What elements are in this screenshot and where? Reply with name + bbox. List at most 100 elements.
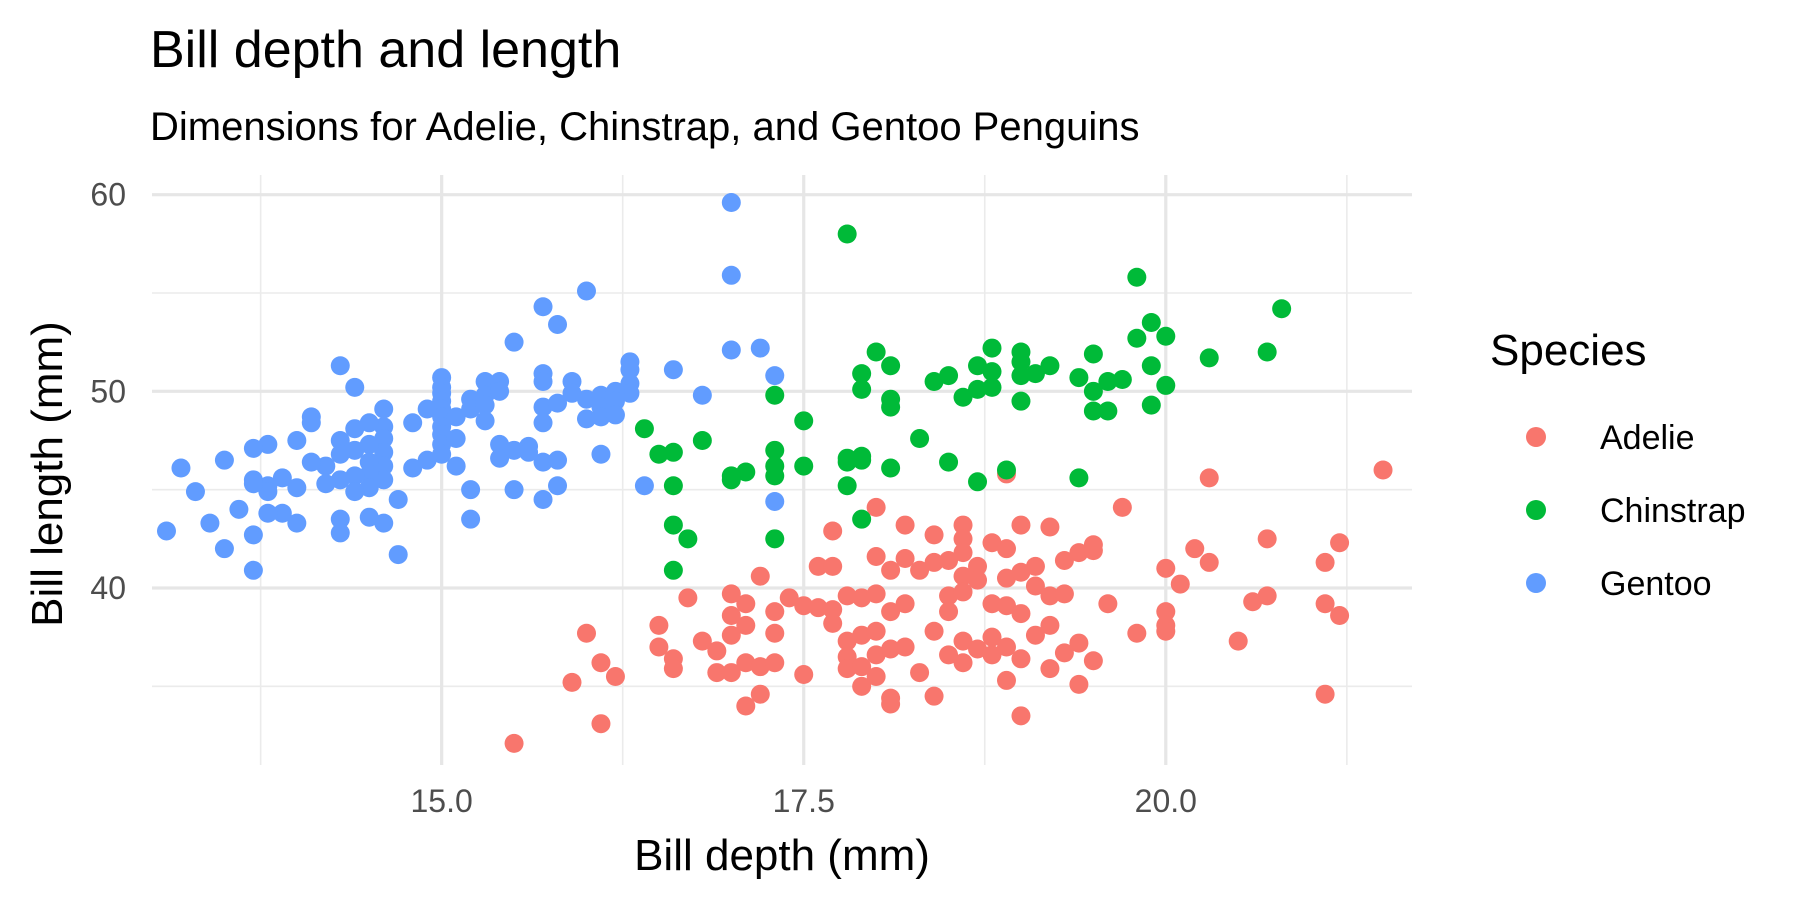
data-point — [852, 379, 872, 399]
data-point — [576, 389, 596, 409]
data-point — [1257, 586, 1277, 606]
data-point — [1156, 375, 1176, 395]
data-point — [736, 696, 756, 716]
data-point — [490, 434, 510, 454]
data-point — [605, 405, 625, 425]
data-point — [996, 460, 1016, 480]
data-point — [1011, 562, 1031, 582]
legend-label: Adelie — [1600, 419, 1695, 457]
data-point — [692, 431, 712, 450]
data-point — [591, 714, 611, 734]
data-point — [953, 653, 973, 673]
data-point — [1011, 366, 1031, 386]
data-point — [852, 625, 872, 645]
data-point — [287, 513, 307, 533]
data-point — [214, 539, 234, 559]
data-point — [388, 545, 408, 565]
x-axis-title: Bill depth (mm) — [634, 831, 930, 880]
data-point — [475, 411, 495, 431]
data-point — [1141, 395, 1161, 415]
data-point — [1112, 370, 1132, 390]
axis-ticks: 15.0 17.5 20.0 40 50 60 — [90, 177, 1197, 819]
data-point — [1373, 460, 1393, 480]
data-point — [301, 452, 321, 472]
data-point — [576, 623, 596, 643]
data-point — [1054, 643, 1074, 663]
data-point — [996, 637, 1016, 657]
data-point — [721, 340, 741, 360]
data-point — [721, 663, 741, 683]
data-point — [721, 584, 741, 604]
data-point — [432, 444, 452, 464]
data-point — [750, 657, 770, 677]
data-point — [837, 659, 857, 679]
data-point — [330, 470, 350, 490]
data-point — [1127, 623, 1147, 643]
data-point — [895, 594, 915, 614]
data-point — [765, 653, 785, 673]
data-point — [475, 395, 495, 415]
data-point — [910, 429, 930, 449]
data-point — [852, 364, 872, 384]
data-point — [736, 462, 756, 482]
data-point — [663, 442, 683, 462]
data-point — [446, 407, 466, 427]
data-point — [866, 342, 886, 362]
data-point — [996, 596, 1016, 616]
data-point — [866, 547, 886, 567]
data-point — [519, 442, 539, 462]
data-point — [1098, 401, 1118, 421]
data-point — [533, 372, 553, 391]
legend-title: Species — [1490, 326, 1647, 375]
data-point — [649, 444, 669, 464]
data-point — [881, 694, 901, 714]
data-point — [721, 470, 741, 490]
data-point — [881, 602, 901, 622]
data-point — [548, 314, 568, 334]
data-point — [287, 478, 307, 498]
legend-item-gentoo: Gentoo — [1526, 565, 1712, 603]
data-point — [1040, 586, 1060, 606]
data-point — [1083, 401, 1103, 421]
data-point — [765, 366, 785, 386]
data-point — [576, 281, 596, 301]
legend-item-adelie: Adelie — [1526, 419, 1695, 457]
data-point — [721, 625, 741, 645]
data-point — [1257, 529, 1277, 549]
data-point — [272, 503, 292, 523]
x-tick-label: 15.0 — [411, 783, 473, 819]
data-point — [881, 397, 901, 417]
data-point — [953, 543, 973, 563]
data-point — [968, 570, 988, 590]
data-point — [953, 582, 973, 602]
data-point — [156, 521, 176, 541]
data-point — [330, 356, 350, 376]
data-point — [910, 560, 930, 580]
legend-label: Gentoo — [1600, 565, 1712, 603]
data-point — [345, 419, 365, 439]
data-point — [765, 466, 785, 486]
data-point — [939, 645, 959, 665]
data-point — [533, 297, 553, 317]
data-point — [910, 663, 930, 683]
data-point — [1156, 326, 1176, 346]
x-tick-label: 20.0 — [1135, 783, 1197, 819]
data-point — [837, 586, 857, 606]
data-point — [1083, 535, 1103, 555]
data-point — [548, 476, 568, 496]
data-point — [996, 670, 1016, 690]
data-point — [939, 366, 959, 386]
data-point — [678, 588, 698, 608]
data-point — [490, 381, 510, 401]
data-point — [533, 490, 553, 509]
data-point — [866, 621, 886, 641]
data-point — [968, 379, 988, 399]
data-point — [316, 474, 336, 494]
data-point — [765, 623, 785, 643]
data-point — [692, 631, 712, 651]
data-point — [1127, 328, 1147, 348]
data-point — [765, 440, 785, 460]
data-point — [374, 470, 394, 490]
data-point — [953, 529, 973, 549]
